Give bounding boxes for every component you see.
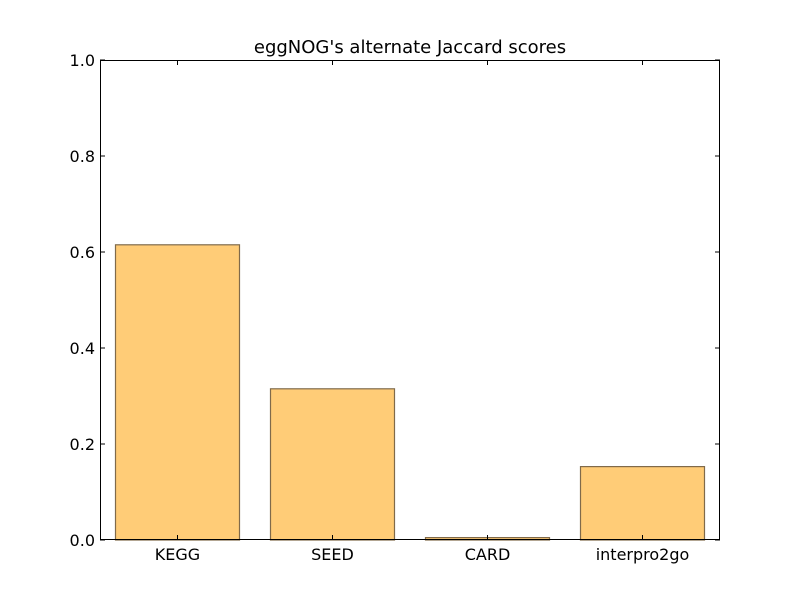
bar-seed: [269, 388, 396, 541]
x-tick-label: interpro2go: [596, 545, 690, 564]
y-tick-label: 1.0: [70, 51, 95, 70]
ticks-layer: KEGG SEED CARD interpro2go 0.0 0.2 0.4 0.6 0.8 1.…: [70, 51, 720, 564]
bar-interpro2go: [579, 466, 706, 541]
y-tick-label: 0.8: [70, 147, 95, 166]
plot-frame: [100, 60, 720, 540]
x-tick-label: SEED: [311, 545, 354, 564]
y-tick-label: 0.2: [70, 435, 95, 454]
bar-kegg: [114, 244, 241, 541]
y-tick-label: 0.6: [70, 243, 95, 262]
bars-layer: [114, 244, 706, 541]
y-tick-label: 0.4: [70, 339, 95, 358]
x-tick-label: KEGG: [155, 545, 200, 564]
chart-title: eggNOG's alternate Jaccard scores: [254, 37, 566, 58]
y-tick-label: 0.0: [70, 531, 95, 550]
x-tick-label: CARD: [465, 545, 511, 564]
